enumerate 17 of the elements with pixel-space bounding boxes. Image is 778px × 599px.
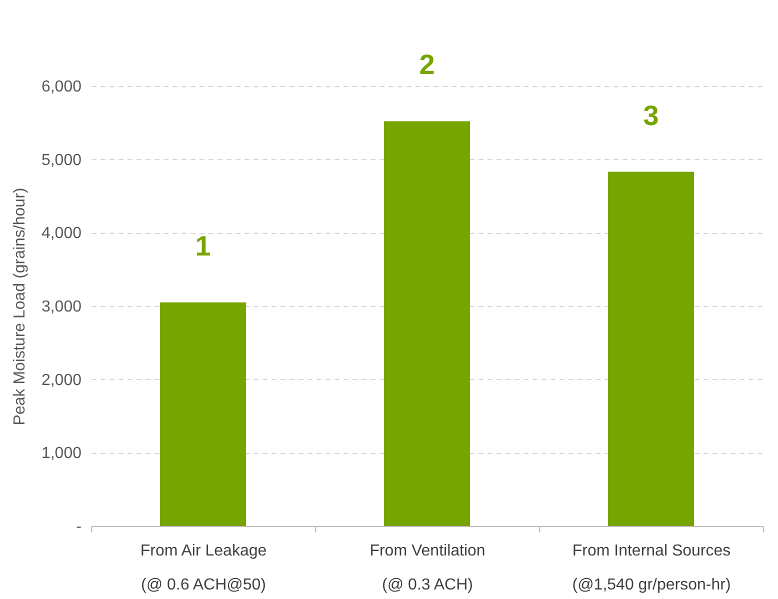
bar bbox=[160, 302, 246, 526]
y-tick-label: 4,000 bbox=[41, 225, 82, 242]
bar bbox=[384, 121, 470, 526]
annotation: 1 bbox=[195, 230, 211, 262]
y-tick-label: 5,000 bbox=[41, 152, 82, 169]
x-tick-label: From Ventilation (@ 0.3 ACH) bbox=[370, 542, 486, 594]
y-tick-label: 1,000 bbox=[41, 445, 82, 462]
y-tick-label: 2,000 bbox=[41, 372, 82, 389]
annotation: 3 bbox=[643, 100, 659, 131]
text: 2 bbox=[419, 49, 435, 80]
y-tick-label: 3,000 bbox=[41, 298, 82, 316]
x-tick-label: From Air Leakage (@ 0.6 ACH@50) bbox=[140, 542, 267, 594]
y-tick-label: 6,000 bbox=[41, 78, 82, 96]
x-tick-label: From Internal Sources (@1,540 gr/person-hr) bbox=[572, 542, 731, 594]
y-tick-label: - bbox=[76, 518, 82, 536]
bar bbox=[608, 172, 694, 526]
y-axis-title: Peak Moisture Load (grains/hour) bbox=[11, 188, 28, 426]
